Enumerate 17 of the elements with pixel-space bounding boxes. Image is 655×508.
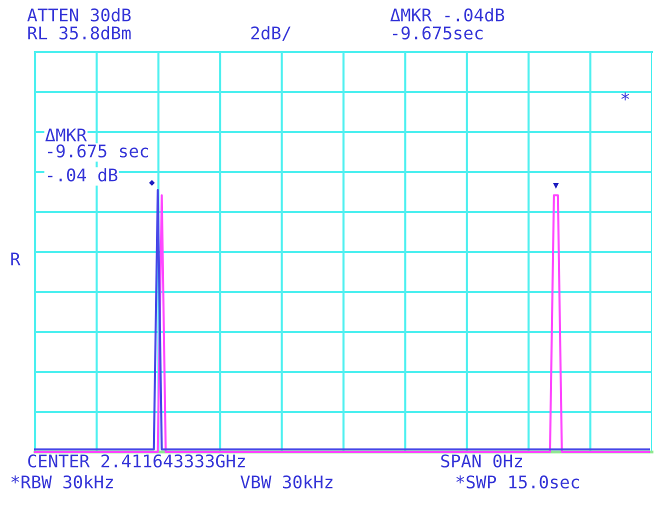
text: -9.675 sec	[48, 144, 148, 158]
text: ΔMKR	[45, 128, 87, 142]
text: *SWP 15.0sec	[456, 475, 579, 489]
text: ATTEN 30dB	[27, 8, 131, 22]
text: RL 35.8dBm	[28, 26, 131, 40]
text: 2dB/	[251, 26, 291, 41]
text: R	[11, 252, 20, 266]
text: -9.675sec	[393, 26, 483, 40]
text: ▼	[553, 183, 559, 189]
text: SPAN 0Hz	[441, 454, 522, 468]
text: ◆	[149, 180, 155, 186]
text: ΔMKR -.04dB	[390, 8, 504, 22]
text: *RBW 30kHz	[11, 475, 113, 489]
text: CENTER 2.411643333GHz	[28, 454, 245, 468]
text: -.04 dB	[48, 168, 118, 182]
text: *	[621, 92, 630, 100]
text: VBW 30kHz	[240, 475, 332, 489]
